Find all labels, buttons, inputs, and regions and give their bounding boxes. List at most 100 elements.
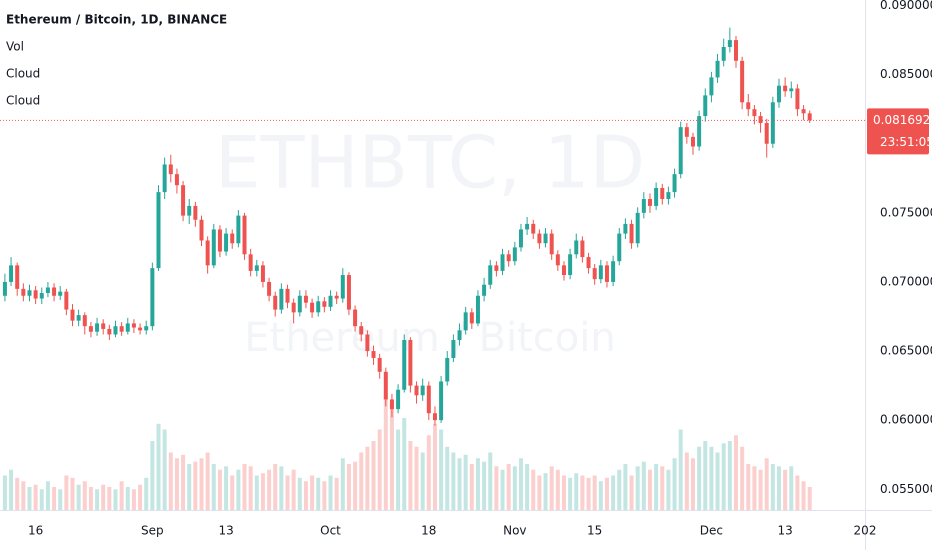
volume-bar: [64, 475, 69, 510]
y-tick-label: 0.065000: [880, 344, 932, 358]
candle-body: [604, 265, 609, 282]
volume-bar: [285, 475, 290, 510]
candle-body: [432, 413, 437, 421]
candle-body: [285, 288, 290, 303]
volume-bar: [260, 473, 265, 510]
volume-bar: [107, 487, 112, 510]
volume-bar: [727, 441, 732, 510]
candle-body: [500, 254, 505, 271]
candle-body: [230, 233, 235, 244]
volume-bar: [131, 489, 136, 510]
x-tick-label: Sep: [141, 524, 164, 538]
candle-body: [770, 102, 775, 144]
volume-bar: [402, 418, 407, 510]
volume-bar: [555, 469, 560, 510]
indicator-label[interactable]: Cloud: [6, 94, 40, 108]
candle-body: [715, 60, 720, 78]
volume-bar: [807, 487, 812, 510]
volume-bar: [150, 441, 155, 510]
candle-body: [475, 295, 480, 324]
chart-title: Ethereum / Bitcoin, 1D, BINANCE: [6, 13, 227, 27]
volume-bar: [500, 469, 505, 510]
candle-body: [592, 268, 597, 280]
candle-body: [801, 109, 806, 114]
volume-bar: [580, 475, 585, 510]
volume-bar: [592, 475, 597, 510]
candle-body: [322, 301, 327, 307]
candle-body: [52, 287, 57, 296]
candle-body: [617, 233, 622, 262]
candle-body: [236, 215, 241, 244]
candle-body: [138, 327, 143, 331]
candle-body: [193, 205, 198, 220]
candle-body: [156, 192, 161, 269]
volume-bar: [764, 458, 769, 510]
candle-body: [568, 254, 573, 276]
candle-body: [561, 265, 566, 276]
volume-bar: [310, 475, 315, 510]
volume-bar: [273, 464, 278, 510]
candle-body: [697, 116, 702, 147]
candle-body: [168, 164, 173, 175]
indicator-label[interactable]: Cloud: [6, 67, 40, 81]
candle-body: [457, 330, 462, 340]
candle-body: [746, 102, 751, 110]
candle-body: [783, 85, 788, 92]
volume-bar: [568, 477, 573, 510]
volume-bar: [518, 458, 523, 510]
volume-bar: [672, 458, 677, 510]
candle-body: [199, 219, 204, 241]
candle-body: [420, 385, 425, 396]
candle-body: [469, 312, 474, 324]
volume-bar: [746, 464, 751, 510]
volume-bar: [414, 446, 419, 510]
x-tick-label: 16: [28, 524, 43, 538]
candle-body: [144, 326, 149, 331]
indicator-label[interactable]: Vol: [6, 40, 24, 54]
candle-body: [371, 351, 376, 358]
candle-body: [88, 326, 93, 332]
candle-body: [555, 254, 560, 266]
candle-body: [740, 60, 745, 103]
volume-bar: [654, 464, 659, 510]
last-price-label: 0.081692: [873, 113, 930, 127]
candle-body: [101, 323, 106, 329]
volume-bar: [758, 469, 763, 510]
candle-body: [623, 223, 628, 234]
candle-body: [260, 265, 265, 282]
volume-bar: [236, 469, 241, 510]
volume-bar: [58, 489, 63, 510]
volume-bar: [27, 487, 32, 510]
y-tick-label: 0.090000: [880, 0, 932, 12]
candle-body: [721, 46, 726, 61]
candle-body: [764, 123, 769, 144]
candle-body: [346, 275, 351, 310]
candle-body: [666, 192, 671, 200]
candle-body: [531, 223, 536, 234]
candle-body: [598, 265, 603, 280]
plot-area: [2, 27, 812, 510]
candle-body: [267, 281, 272, 296]
candle-body: [211, 229, 216, 266]
watermark-group: ETHBTC, 1D Ethereum / Bitcoin: [215, 121, 645, 361]
volume-bar: [795, 475, 800, 510]
volume-bar: [389, 400, 394, 510]
volume-bar: [125, 487, 130, 510]
volume-bar: [482, 461, 487, 510]
volume-bar: [371, 441, 376, 510]
volume-bar: [70, 477, 75, 510]
volume-bar: [586, 477, 591, 510]
candle-body: [359, 326, 364, 335]
volume-bar: [297, 477, 302, 510]
candle-body: [629, 223, 634, 244]
volume-bar: [138, 484, 143, 510]
x-tick-label: 15: [587, 524, 602, 538]
volume-bar: [647, 469, 652, 510]
candle-body: [611, 261, 616, 282]
candle-body: [187, 205, 192, 216]
candle-body: [365, 334, 370, 352]
volume-bar: [408, 441, 413, 510]
volume-bar: [82, 481, 87, 510]
volume-bar: [770, 464, 775, 510]
volume-bar: [353, 461, 358, 510]
